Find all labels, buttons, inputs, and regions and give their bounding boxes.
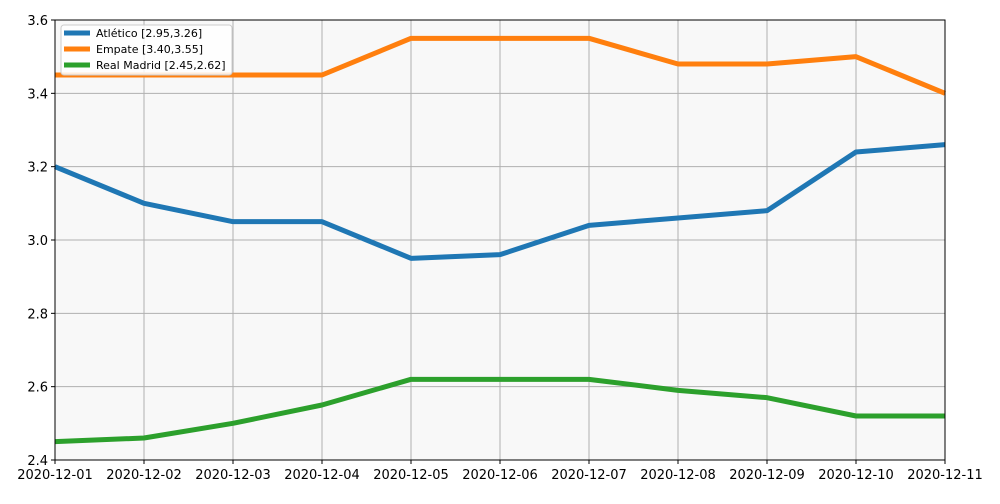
- x-tick-label: 2020-12-10: [818, 468, 894, 483]
- x-tick-label: 2020-12-02: [106, 468, 182, 483]
- x-tick-label: 2020-12-05: [373, 468, 449, 483]
- y-tick-label: 3.2: [27, 161, 48, 176]
- legend-label: Real Madrid [2.45,2.62]: [96, 59, 226, 72]
- x-tick-label: 2020-12-11: [907, 468, 983, 483]
- y-tick-label: 2.8: [27, 307, 48, 322]
- legend-label: Atlético [2.95,3.26]: [96, 27, 202, 40]
- x-tick-label: 2020-12-07: [551, 468, 627, 483]
- y-tick-label: 3.0: [27, 234, 48, 249]
- y-tick-label: 2.6: [27, 381, 48, 396]
- y-tick-label: 3.6: [27, 14, 48, 29]
- x-tick-label: 2020-12-01: [17, 468, 93, 483]
- y-tick-label: 3.4: [27, 87, 48, 102]
- y-tick-label: 2.4: [27, 454, 48, 469]
- x-tick-label: 2020-12-09: [729, 468, 805, 483]
- legend: Atlético [2.95,3.26] Empate [3.40,3.55] Re…: [60, 24, 233, 76]
- x-tick-label: 2020-12-03: [195, 468, 271, 483]
- series-line-0: [54, 142, 946, 261]
- plot-frame: [54, 19, 946, 461]
- x-tick-label: 2020-12-04: [284, 468, 360, 483]
- legend-label: Empate [3.40,3.55]: [96, 43, 203, 56]
- series-line-2: [54, 376, 945, 445]
- x-tick-label: 2020-12-06: [462, 468, 538, 483]
- x-tick-label: 2020-12-08: [640, 468, 716, 483]
- legend-box: [60, 24, 233, 76]
